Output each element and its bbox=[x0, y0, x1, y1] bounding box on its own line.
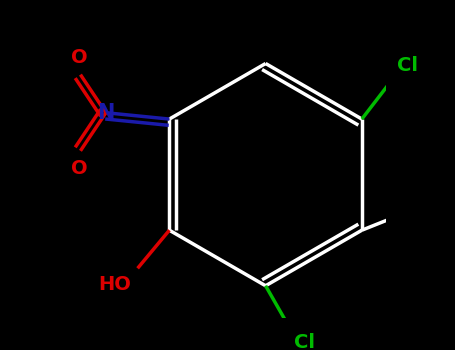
Text: Cl: Cl bbox=[294, 334, 315, 350]
Text: HO: HO bbox=[98, 275, 131, 294]
Text: O: O bbox=[71, 159, 87, 178]
Text: O: O bbox=[71, 48, 87, 67]
Text: Cl: Cl bbox=[397, 56, 418, 75]
Text: N: N bbox=[97, 103, 115, 123]
